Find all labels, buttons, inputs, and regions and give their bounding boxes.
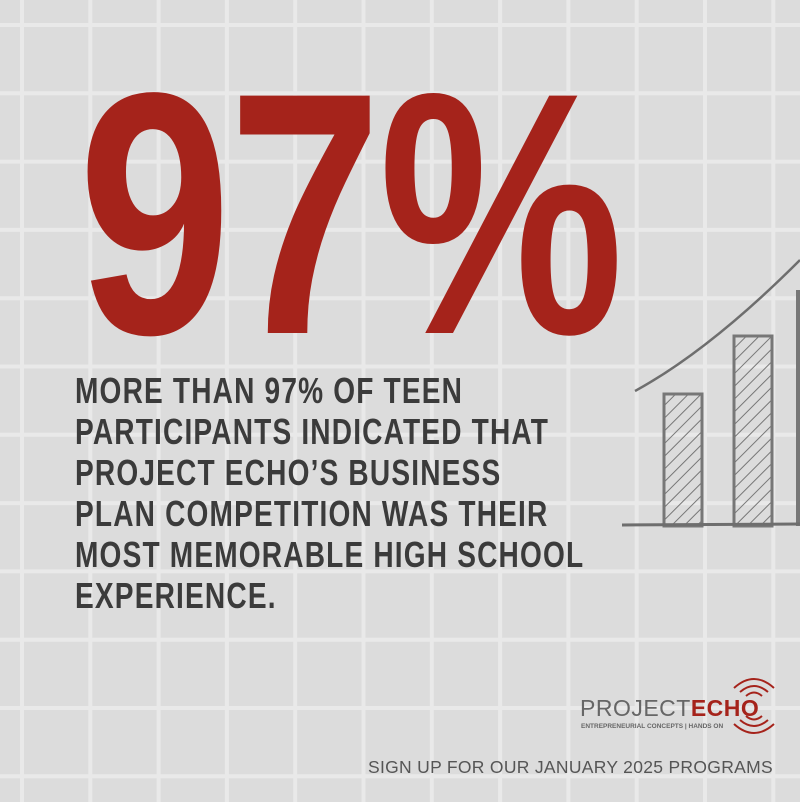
body-line: PLAN COMPETITION WAS THEIR <box>75 493 549 534</box>
body-text: MORE THAN 97% OF TEEN PARTICIPANTS INDIC… <box>75 370 584 616</box>
body-line: MOST MEMORABLE HIGH SCHOOL <box>75 534 585 575</box>
logo-wordmark: PROJECTECHO <box>580 695 760 721</box>
sketch-bar <box>662 392 704 528</box>
logo-tagline: ENTREPRENEURIAL CONCEPTS | HANDS ON <box>581 723 724 730</box>
body-line: MORE THAN 97% OF TEEN <box>75 370 464 411</box>
signup-call-to-action: SIGN UP FOR OUR JANUARY 2025 PROGRAMS <box>368 757 773 777</box>
headline-percentage: 97% <box>78 22 624 407</box>
body-line: PARTICIPANTS INDICATED THAT <box>75 411 550 452</box>
body-line: PROJECT ECHO’S BUSINESS <box>75 452 502 493</box>
sketch-bar <box>732 334 774 528</box>
body-line: EXPERIENCE. <box>75 575 277 616</box>
echo-waves-icon <box>733 678 775 734</box>
project-echo-logo: PROJECTECHO ENTREPRENEURIAL CONCEPTS | H… <box>580 670 780 745</box>
bar-chart-sketch-icon <box>621 259 800 528</box>
